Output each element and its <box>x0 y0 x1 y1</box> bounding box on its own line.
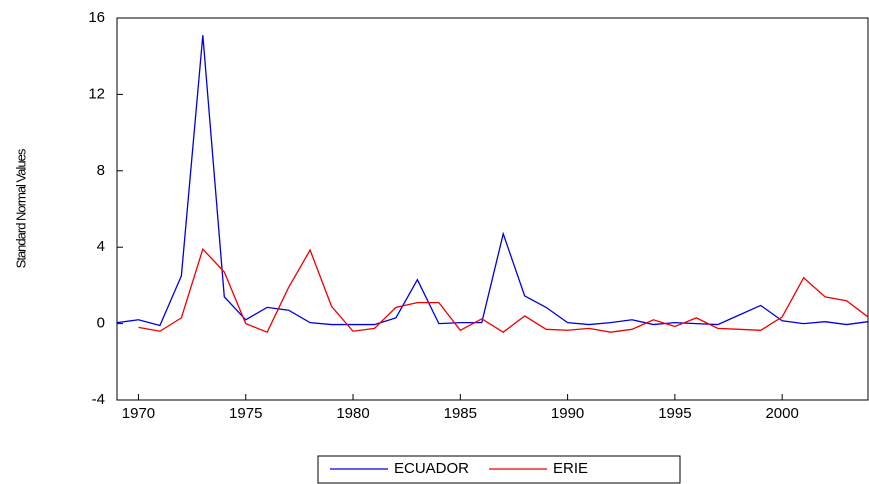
x-tick-label: 1970 <box>122 405 155 422</box>
x-tick-label: 1980 <box>336 405 369 422</box>
y-tick-label: 16 <box>88 9 105 26</box>
plot-frame <box>116 17 869 401</box>
y-tick-label: 0 <box>97 315 105 332</box>
y-tick-label: -4 <box>92 391 105 408</box>
x-tick-label: 1985 <box>444 405 477 422</box>
x-tick-label: 1995 <box>658 405 691 422</box>
y-tick-label: 4 <box>97 238 105 255</box>
legend-label: ERIE <box>553 460 588 477</box>
y-axis-label: Standard Normal Values <box>13 148 28 268</box>
series-line <box>138 247 869 334</box>
x-tick-label: 2000 <box>765 405 798 422</box>
legend-box <box>317 455 681 484</box>
y-tick-label: 8 <box>97 162 105 179</box>
x-tick-label: 1975 <box>229 405 262 422</box>
legend-label: ECUADOR <box>394 460 469 477</box>
x-tick-label: 1990 <box>551 405 584 422</box>
y-tick-label: 12 <box>88 85 105 102</box>
series-line <box>116 35 869 327</box>
